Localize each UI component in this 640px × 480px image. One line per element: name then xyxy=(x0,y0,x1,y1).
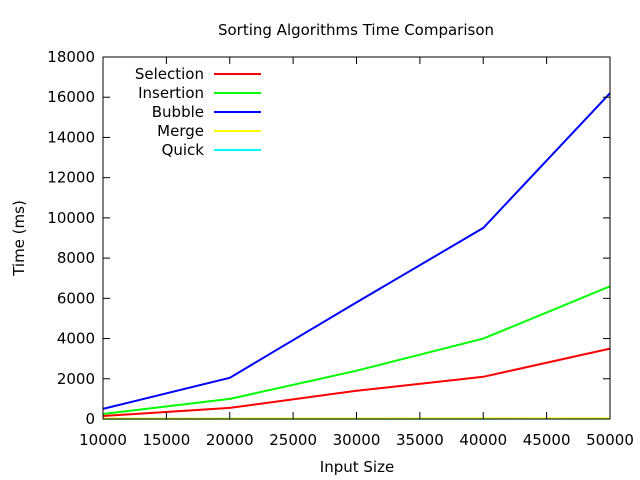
x-tick-label: 35000 xyxy=(396,431,444,449)
legend-label-insertion: Insertion xyxy=(138,84,204,102)
x-tick-label: 20000 xyxy=(206,431,254,449)
legend-label-selection: Selection xyxy=(135,65,204,83)
y-tick-label: 6000 xyxy=(57,289,95,307)
x-tick-label: 25000 xyxy=(269,431,317,449)
y-tick-label: 18000 xyxy=(47,48,95,66)
y-tick-label: 16000 xyxy=(47,88,95,106)
x-tick-label: 50000 xyxy=(586,431,634,449)
chart-title: Sorting Algorithms Time Comparison xyxy=(218,21,494,39)
legend-label-bubble: Bubble xyxy=(152,103,204,121)
y-tick-label: 14000 xyxy=(47,128,95,146)
y-axis-title: Time (ms) xyxy=(10,200,28,277)
legend-label-quick: Quick xyxy=(162,141,205,159)
x-tick-label: 45000 xyxy=(523,431,571,449)
y-tick-label: 12000 xyxy=(47,169,95,187)
x-tick-label: 10000 xyxy=(79,431,127,449)
series-line-selection xyxy=(102,347,611,417)
y-tick-label: 2000 xyxy=(57,370,95,388)
series-line-bubble xyxy=(102,92,611,410)
y-tick-label: 10000 xyxy=(47,209,95,227)
ticks-layer: 10000 15000 20000 25000 30000 35000 40000 45000… xyxy=(47,48,634,449)
x-tick-label: 30000 xyxy=(333,431,381,449)
y-tick-label: 4000 xyxy=(57,330,95,348)
y-tick-label: 8000 xyxy=(57,249,95,267)
series-line-insertion xyxy=(102,285,611,415)
y-tick-label: 0 xyxy=(85,410,95,428)
x-tick-label: 40000 xyxy=(459,431,507,449)
legend-label-merge: Merge xyxy=(157,122,204,140)
x-tick-label: 15000 xyxy=(143,431,191,449)
x-axis-title: Input Size xyxy=(320,458,394,476)
